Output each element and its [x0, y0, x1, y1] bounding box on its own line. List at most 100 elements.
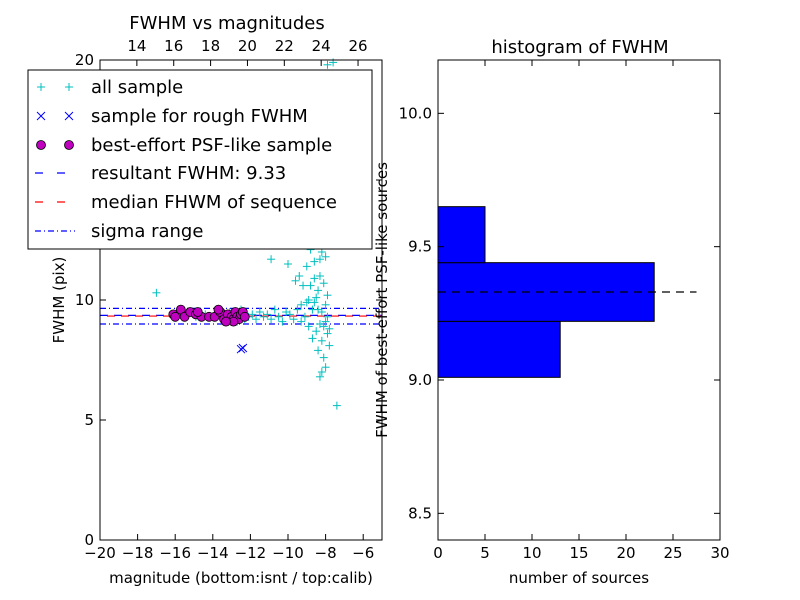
legend-box — [27, 69, 373, 250]
best-sample-point — [192, 307, 203, 317]
all-sample-point — [274, 312, 283, 321]
top-x-tick-label: 14 — [127, 37, 146, 55]
all-sample-point — [270, 305, 279, 314]
legend-marker-all-sample — [37, 83, 73, 91]
all-sample-point — [325, 341, 334, 350]
all-sample-point — [297, 317, 306, 326]
best-sample-point — [170, 311, 181, 322]
all-sample-point — [314, 346, 323, 355]
all-sample-point — [295, 272, 304, 280]
hist-y-tick-label: 9.5 — [408, 238, 432, 256]
all-sample-point — [315, 372, 324, 381]
all-sample-point — [293, 305, 302, 314]
best-sample-point — [213, 304, 224, 315]
histogram-ylabel: FWHM of best-effort PSF-like sources — [373, 162, 391, 438]
all-sample-point — [315, 272, 324, 280]
x-tick-label: −14 — [197, 544, 229, 562]
all-sample-point — [332, 401, 341, 410]
scatter-ylabel: FWHM (pix) — [50, 257, 68, 344]
all-sample-point — [267, 315, 276, 324]
all-sample-point — [315, 255, 324, 264]
all-sample-point — [300, 312, 309, 321]
hist-y-tick-label: 8.5 — [408, 504, 432, 522]
all-sample-point — [312, 293, 321, 302]
histogram-axes: 0 5 10 15 20 25 30 8.5 9.0 9.5 10.0 — [399, 60, 730, 562]
all-sample-point — [310, 257, 319, 266]
all-sample-point — [255, 308, 264, 316]
scatter-panel: FWHM vs magnitudes 14 16 18 20 22 24 26 −20 −18… — [27, 13, 383, 587]
legend-label-resultant: resultant FWHM: 9.33 — [91, 163, 286, 184]
hist-x-tick-label: 10 — [522, 544, 541, 562]
all-sample-point — [297, 300, 306, 309]
scatter-xlabel: magnitude (bottom:isnt / top:calib) — [109, 569, 373, 587]
x-tick-label: −20 — [84, 544, 116, 562]
all-sample-point — [310, 298, 319, 307]
legend-marker-rough-sample — [36, 111, 74, 121]
best-sample-point — [239, 311, 250, 322]
all-sample-point — [252, 315, 261, 324]
x-tick-label: −18 — [122, 544, 154, 562]
top-x-tick-label: 26 — [348, 37, 367, 55]
all-sample-point — [323, 291, 332, 300]
y-tick-label: 5 — [84, 411, 94, 429]
all-sample-point — [317, 368, 326, 376]
all-sample-point — [312, 327, 321, 336]
histogram-bar — [437, 262, 655, 322]
all-sample-point — [314, 286, 323, 295]
all-sample-point — [278, 317, 287, 326]
top-x-tick-label: 24 — [312, 37, 331, 55]
cross-b — [238, 343, 248, 353]
all-sample-point — [321, 300, 330, 309]
legend-label-best-sample: best-effort PSF-like sample — [91, 135, 332, 156]
histogram-bar — [437, 206, 486, 264]
all-sample-point — [319, 279, 328, 288]
histogram-xlabel: number of sources — [509, 569, 649, 587]
histogram-plot-area — [437, 206, 697, 378]
hist-y-tick-label: 9.0 — [408, 371, 432, 389]
all-sample-point — [289, 315, 298, 324]
y-tick-label: 20 — [75, 51, 94, 69]
all-sample-point — [310, 274, 319, 283]
all-sample-point — [152, 288, 161, 297]
hist-x-tick-label: 5 — [480, 544, 490, 562]
scatter-title: FWHM vs magnitudes — [129, 13, 324, 34]
all-sample-point — [321, 252, 330, 261]
all-sample-point — [317, 336, 326, 345]
all-sample-point — [306, 281, 315, 290]
y-tick-label: 0 — [84, 531, 94, 549]
rough-sample-point — [238, 343, 248, 353]
all-sample-point — [325, 324, 334, 333]
x-tick-label: −10 — [272, 544, 304, 562]
x-tick-label: −6 — [352, 544, 374, 562]
all-sample-point — [285, 310, 294, 319]
all-sample-point — [302, 262, 311, 271]
all-sample-point — [323, 312, 332, 321]
hist-x-tick-label: 0 — [433, 544, 443, 562]
all-sample-point — [323, 60, 332, 69]
histogram-bar — [437, 320, 561, 378]
hist-x-tick-label: 25 — [663, 544, 682, 562]
all-sample-point — [263, 310, 272, 319]
all-sample-point — [267, 255, 276, 264]
legend-label-rough-sample: sample for rough FWHM — [91, 106, 308, 127]
all-sample-point — [291, 276, 300, 285]
top-x-tick-label: 22 — [275, 37, 294, 55]
all-sample-point — [319, 353, 328, 362]
x-tick-label: −16 — [159, 544, 191, 562]
hist-x-tick-label: 20 — [616, 544, 635, 562]
all-sample-point — [302, 298, 311, 307]
scatter-axes: −20−18−16−14−12−10−8−605101520 — [75, 51, 382, 562]
all-sample-point — [317, 308, 326, 316]
all-sample-point — [248, 310, 257, 319]
all-sample-point — [323, 329, 332, 338]
x-tick-label: −12 — [235, 544, 267, 562]
legend-label-sigma: sigma range — [91, 221, 203, 242]
all-sample-point — [319, 322, 328, 331]
legend-marker-best-sample — [36, 140, 74, 150]
y-tick-label: 10 — [75, 291, 94, 309]
hist-x-tick-label: 15 — [569, 544, 588, 562]
legend: all sample sample for rough FWHM best-ef… — [27, 69, 373, 250]
top-x-tick-label: 20 — [238, 37, 257, 55]
top-x-tick-label: 18 — [201, 37, 220, 55]
